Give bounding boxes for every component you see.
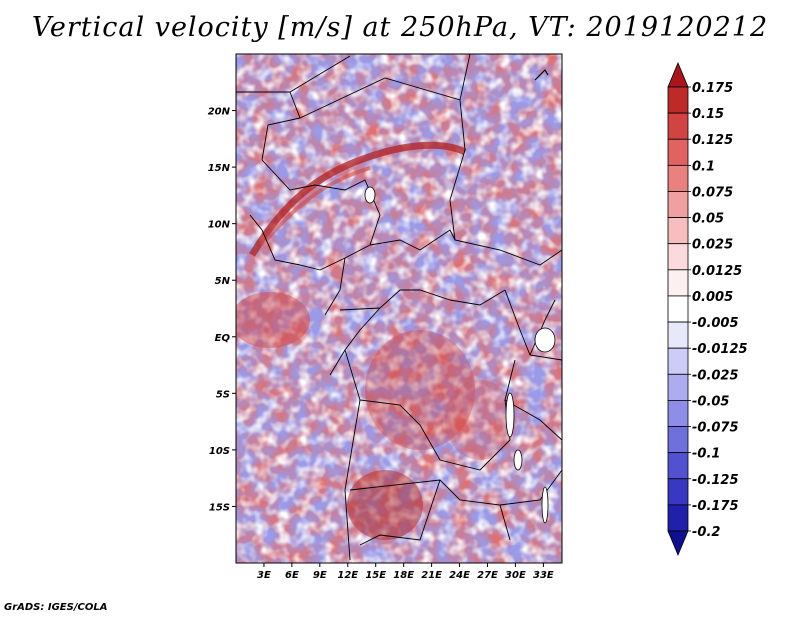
jet-band-secondary (260, 166, 371, 247)
colorbar-band (667, 426, 689, 454)
lat-label: EQ (215, 333, 231, 344)
colorbar-band (667, 217, 689, 245)
latitude-axis: 20N 15N 10N 5N EQ 5S 10S 15S (208, 107, 236, 513)
lon-label: 9E (313, 570, 327, 581)
colorbar-band (667, 295, 689, 323)
colorbar-band (667, 112, 689, 140)
colorbar-band (667, 243, 689, 271)
velocity-field (236, 54, 562, 563)
colorbar-band (667, 478, 689, 506)
lon-label: 30E (505, 570, 526, 581)
convection-congo (365, 330, 475, 450)
colorbar-label: 0.15 (692, 107, 724, 122)
colorbar-band (667, 373, 689, 401)
colorbar-band (667, 269, 689, 297)
colorbar: 0.175 0.15 0.125 0.1 0.075 0.05 0.025 0.0125 0.0… (667, 61, 748, 557)
colorbar-label: -0.025 (692, 368, 739, 383)
lon-label: 18E (393, 570, 414, 581)
colorbar-band (667, 138, 689, 166)
colorbar-cap-top (667, 61, 689, 88)
colorbar-label: -0.2 (692, 525, 720, 540)
country-borders (236, 54, 562, 561)
longitude-axis: 3E 6E 9E 12E 15E 18E 21E 24E 27E 30E 33E (257, 563, 554, 581)
colorbar-label: -0.0125 (692, 342, 748, 357)
colorbar-band (667, 191, 689, 218)
lat-label: 15S (209, 502, 230, 513)
colorbar-band (667, 504, 689, 532)
colorbar-label: -0.005 (692, 316, 739, 331)
colorbar-band (667, 164, 689, 192)
lat-label: 20N (208, 107, 231, 118)
lat-label: 10N (208, 220, 231, 231)
colorbar-label: 0.025 (692, 238, 733, 253)
lon-label: 15E (365, 570, 386, 581)
colorbar-label: -0.05 (692, 394, 729, 409)
lon-label: 33E (533, 570, 554, 581)
lon-label: 6E (285, 570, 299, 581)
colorbar-label: 0.05 (692, 212, 724, 227)
lon-label: 3E (257, 570, 271, 581)
colorbar-band (667, 400, 689, 427)
colorbar-band (667, 86, 689, 114)
lon-label: 12E (337, 570, 358, 581)
colorbar-label: 0.005 (692, 290, 733, 305)
colorbar-band (667, 347, 689, 375)
jet-band (248, 141, 467, 257)
lakes (364, 186, 556, 524)
lon-label: 27E (477, 570, 498, 581)
colorbar-label: -0.075 (692, 421, 739, 436)
lat-label: 5N (215, 276, 231, 287)
lat-label: 10S (209, 446, 230, 457)
lon-label: 24E (449, 570, 470, 581)
map-title: Vertical velocity [m/s] at 250hPa, VT: 2… (31, 12, 769, 43)
colorbar-band (667, 452, 689, 480)
grads-credit: GrADS: IGES/COLA (4, 602, 108, 613)
colorbar-label: 0.1 (692, 159, 715, 174)
colorbar-label: 0.125 (692, 133, 733, 148)
colorbar-label: -0.1 (692, 447, 720, 462)
colorbar-label: 0.175 (692, 81, 733, 96)
map-frame (235, 53, 563, 564)
lat-label: 15N (208, 163, 231, 174)
lon-label: 21E (421, 570, 442, 581)
convection-west (236, 292, 310, 348)
colorbar-label: 0.0125 (692, 264, 742, 279)
colorbar-label: 0.075 (692, 185, 733, 200)
colorbar-cap-bottom (667, 530, 689, 557)
lat-label: 5S (216, 389, 230, 400)
colorbar-band (667, 321, 689, 349)
convection-angola (347, 470, 423, 540)
colorbar-label: -0.175 (692, 499, 739, 514)
coast-fragment (534, 69, 549, 81)
colorbar-label: -0.125 (692, 473, 739, 488)
convection-east (445, 380, 515, 460)
